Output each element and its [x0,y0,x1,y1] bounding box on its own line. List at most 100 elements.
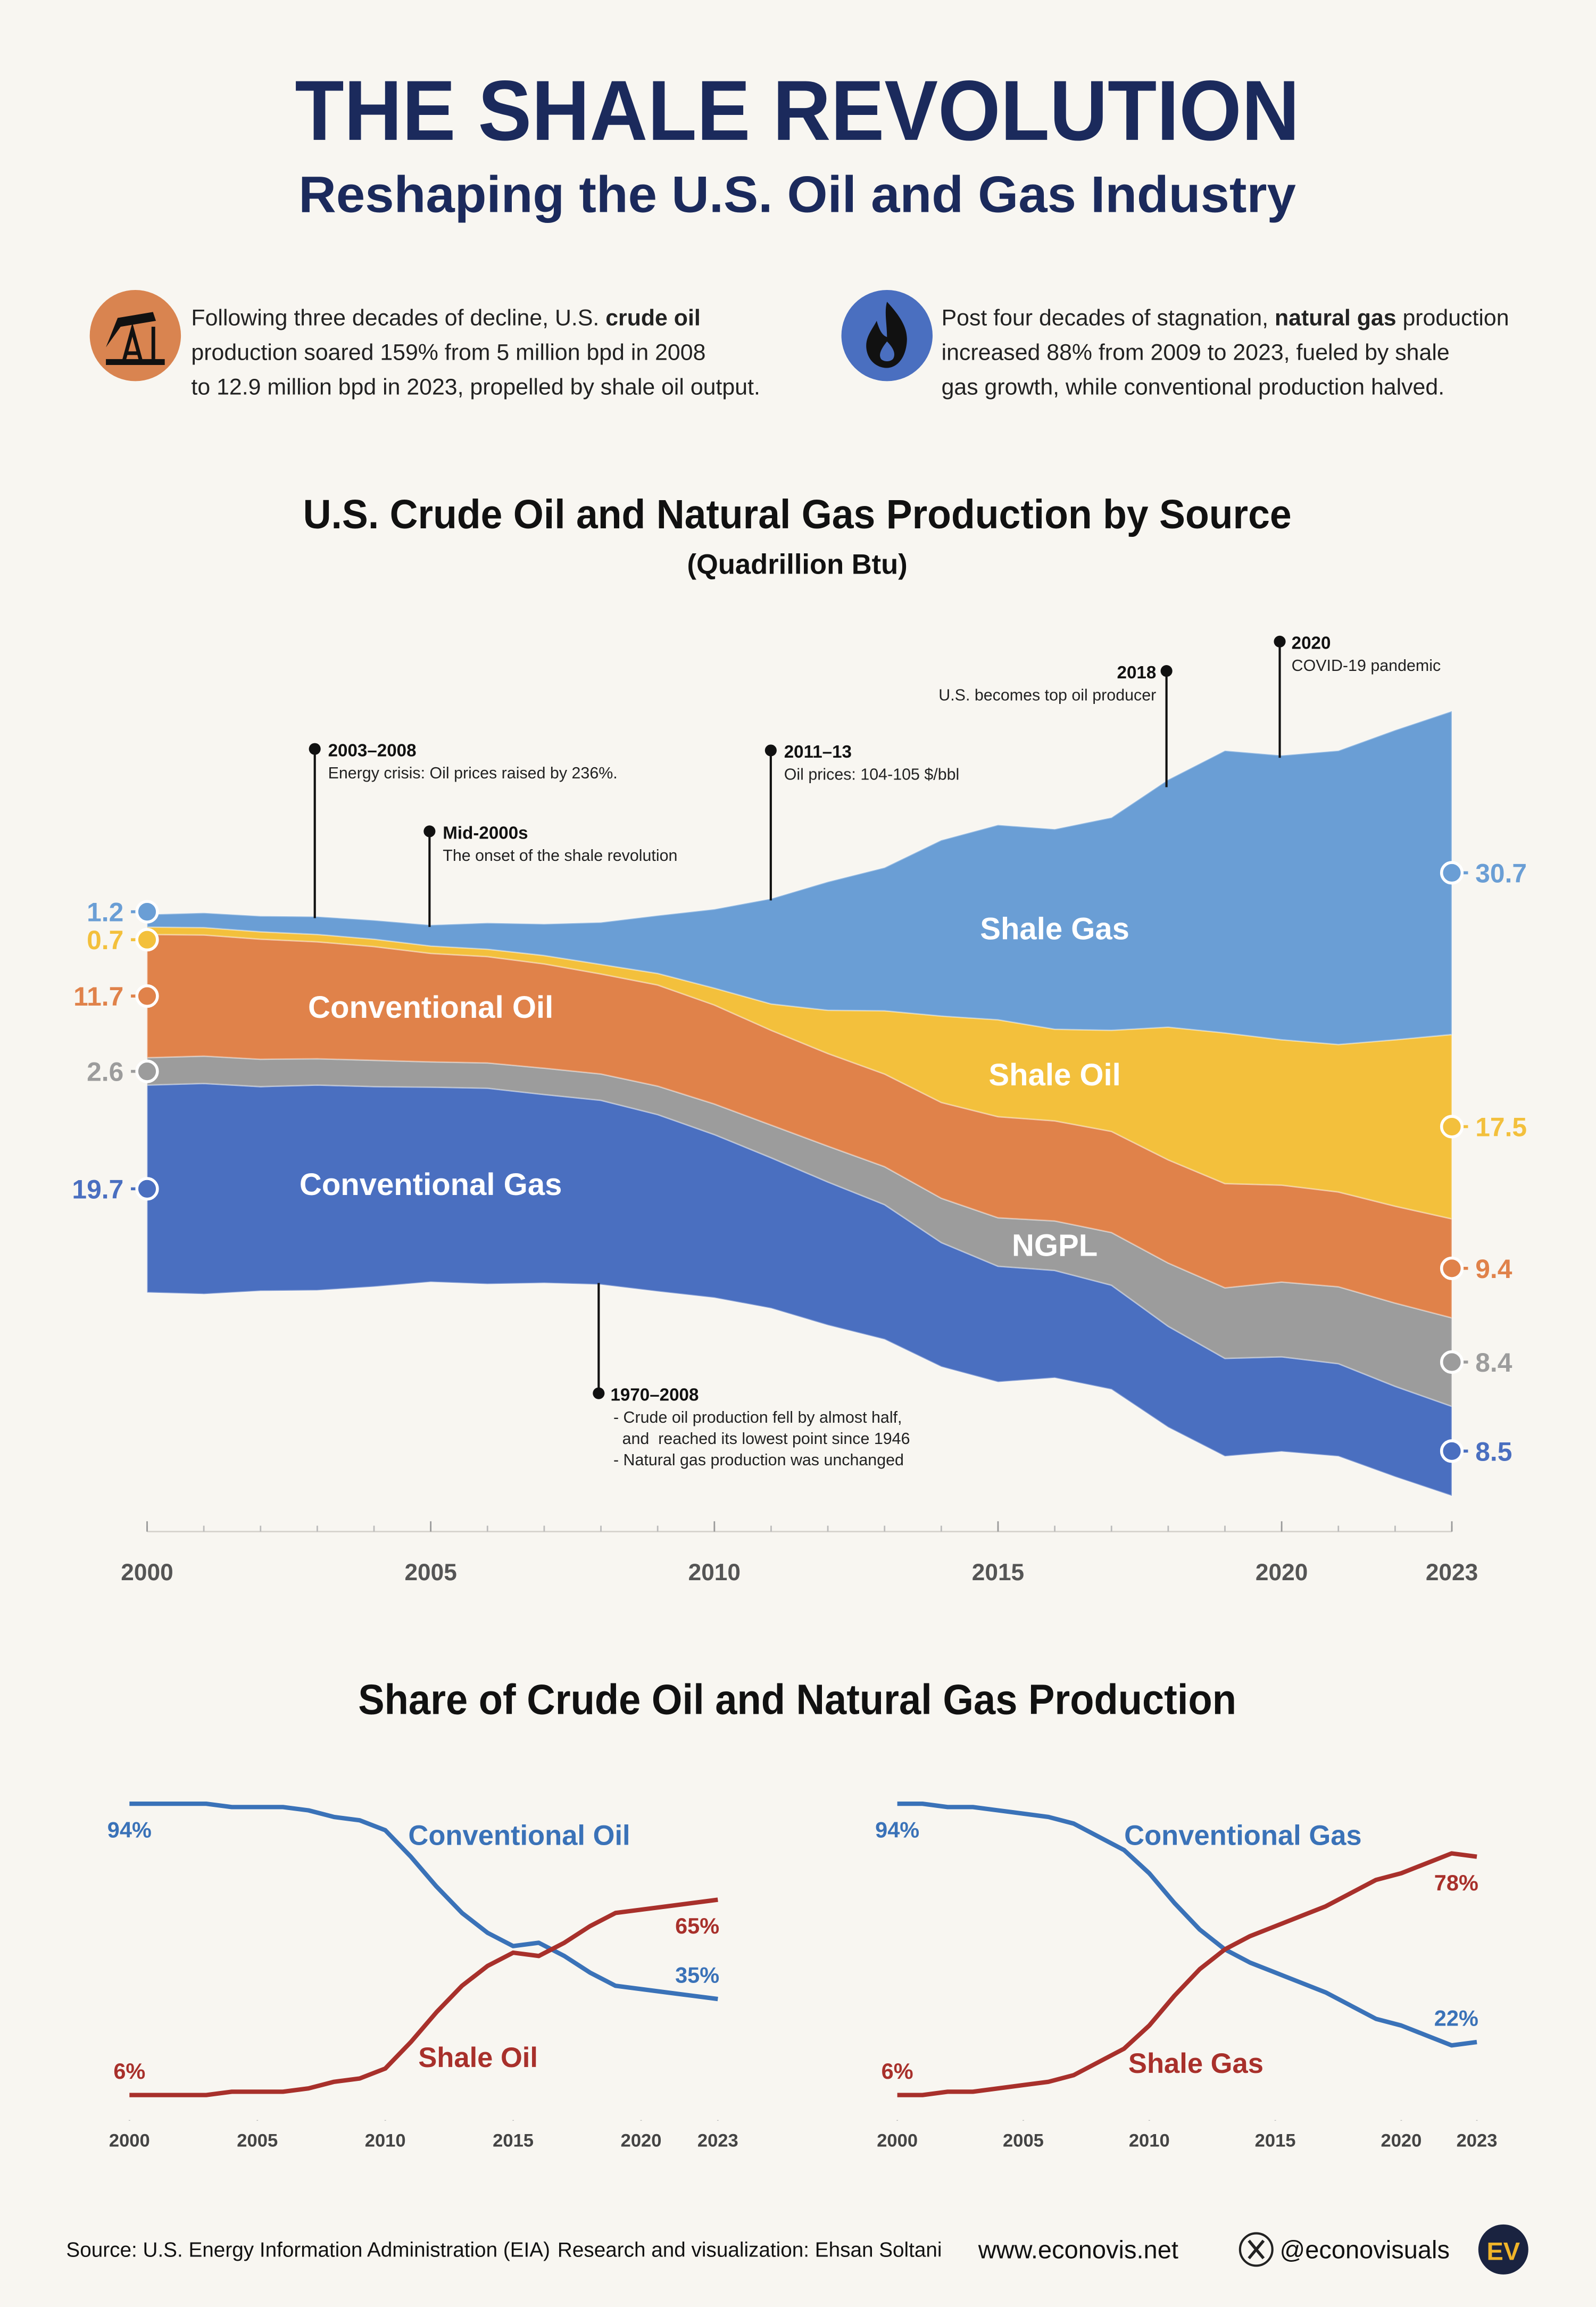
value-label: 6% [113,2059,145,2084]
handle: @econovisuals [1280,2235,1450,2263]
end-label: 17.5 [1475,1113,1527,1142]
x-tick-label: 2023 [1457,2130,1498,2151]
intro-text: Post four decades of stagnation, natural… [942,305,1509,400]
intro-span: production soared 159% from 5 million bp… [191,339,705,365]
label-dot [1440,1439,1464,1463]
annotation-title: 2011–13 [784,742,852,762]
end-label: 0.7 [87,925,123,955]
intro-span: Following three decades of decline, U.S. [191,305,605,330]
title: THE SHALE REVOLUTION [295,63,1299,158]
label-dot [1440,861,1464,885]
share-line [897,1851,1477,2097]
share-line [129,1801,718,2002]
annotation-dot [309,743,321,755]
band-label: Shale Gas [980,912,1129,947]
annotation-dot [1274,635,1286,648]
label-dot [135,1177,159,1201]
annotation-title: 2018 [1117,663,1157,683]
share-line [897,1801,1477,2048]
annotation-text: COVID-19 pandemic [1292,657,1441,675]
annotation-text: U.S. becomes top oil producer [938,686,1156,704]
x-tick-label: 2020 [621,2130,662,2151]
end-label: 1.2 [87,898,123,927]
x-tick-label: 2010 [688,1559,741,1586]
annotation-dot [593,1387,605,1399]
intro-span: gas growth, while conventional productio… [942,374,1445,400]
x-tick-label: 2020 [1256,1559,1308,1586]
annotation-title: 2020 [1292,634,1331,653]
intro-span: production [1396,305,1509,330]
x-tick-label: 2000 [121,1559,173,1586]
x-tick-label: 2015 [493,2130,534,2151]
intro-span: crude oil [605,305,701,330]
x-tick-label: 2015 [972,1559,1024,1586]
x-tick-label: 2005 [404,1559,456,1586]
value-label: 94% [107,1818,152,1843]
x-tick-label: 2010 [1129,2130,1170,2151]
series-label: Shale Oil [418,2042,538,2073]
x-tick-label: 2023 [1426,1559,1478,1586]
annotation-title: 2003–2008 [328,741,417,760]
x-tick-label: 2000 [877,2130,918,2151]
area-chart: Conventional Gas NGPL Conventional Oil Shal… [72,634,1527,1586]
annotation-title: Mid-2000s [443,823,528,843]
end-label: 2.6 [87,1057,123,1087]
annotation-dot [764,744,777,757]
value-label: 35% [675,1963,719,1988]
intro-span: natural gas [1275,305,1396,330]
section-title: Share of Crude Oil and Natural Gas Produ… [358,1675,1236,1723]
x-icon [1238,2232,1274,2267]
band-label: Shale Oil [988,1058,1120,1092]
logo: EV [1486,2237,1520,2265]
source: Source: U.S. Energy Information Administ… [66,2239,550,2262]
band-label: NGPL [1012,1229,1098,1263]
annotation-text: Oil prices: 104-105 $/bbl [784,766,960,784]
series-label: Conventional Oil [408,1820,630,1852]
end-label: 11.7 [73,982,123,1011]
x-tick-label: 2015 [1255,2130,1296,2151]
chart-subtitle: (Quadrillion Btu) [687,549,908,580]
label-dot [1440,1115,1464,1139]
x-tick-label: 2005 [1003,2130,1044,2151]
logo-badge [1478,2224,1528,2275]
end-label: 30.7 [1475,858,1527,888]
annotation-text: - Crude oil production fell by almost ha… [613,1408,902,1426]
chart-title: U.S. Crude Oil and Natural Gas Productio… [303,492,1292,537]
annotation-text: and reached its lowest point since 1946 [622,1430,910,1448]
end-label: 19.7 [72,1174,123,1204]
x-tick-label: 2023 [697,2130,738,2151]
annotation-text: Energy crisis: Oil prices raised by 236%… [328,764,618,782]
value-label: 65% [675,1913,719,1938]
website: www.econovis.net [978,2235,1178,2263]
value-label: 22% [1434,2006,1478,2031]
band-label: Conventional Oil [308,990,553,1025]
end-label: 8.4 [1475,1348,1512,1377]
intro-span: Post four decades of stagnation, [942,305,1275,330]
value-label: 78% [1434,1870,1478,1895]
intro-span: increased 88% from 2009 to 2023, fueled … [942,339,1450,365]
series-label: Shale Gas [1128,2048,1264,2079]
credit: Research and visualization: Ehsan Soltan… [558,2239,942,2262]
value-label: 94% [875,1818,919,1843]
value-label: 6% [882,2059,913,2084]
subtitle: Reshaping the U.S. Oil and Gas Industry [298,165,1296,223]
label-dot [135,928,159,952]
area-band [146,710,1453,1045]
line-chart: Conventional Gas 94% 22% Shale Gas 6% 78% 2000… [875,1801,1498,2151]
annotation-text: - Natural gas production was unchanged [613,1451,904,1469]
label-dot [1440,1256,1464,1280]
x-tick-label: 2000 [109,2130,150,2151]
end-label: 8.5 [1475,1437,1512,1466]
x-tick-label: 2010 [365,2130,406,2151]
end-label: 9.4 [1475,1254,1512,1284]
label-dot [135,900,159,924]
annotation-dot [1160,665,1173,677]
band-label: Conventional Gas [300,1167,562,1202]
gas-icon [841,289,933,381]
annotation-dot [423,825,436,837]
share-line [129,1897,718,2097]
label-dot [135,984,159,1008]
oil-icon [89,289,181,381]
